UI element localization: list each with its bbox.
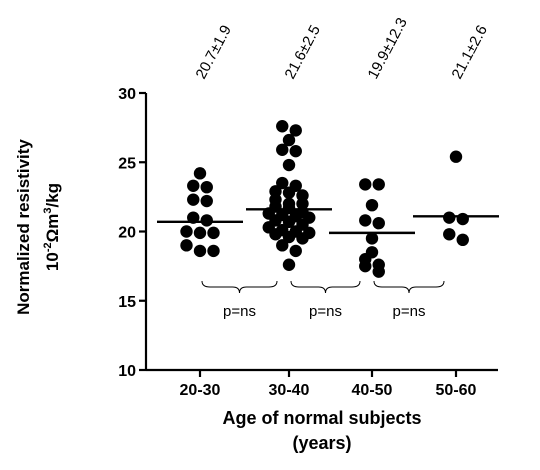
data-point [276, 239, 289, 252]
data-point [359, 259, 372, 273]
data-point [289, 244, 302, 258]
y-tick-label: 20 [118, 225, 136, 242]
unit-superscript: -2 [42, 242, 54, 252]
data-point [269, 228, 282, 241]
y-tick-label: 15 [118, 294, 136, 311]
data-point [193, 226, 207, 240]
data-point [443, 211, 456, 224]
data-point [282, 158, 296, 172]
data-point [289, 144, 302, 158]
y-axis-label: Normalized resistivity [14, 139, 33, 315]
mean-sd-annotation: 21.6±2.5 [282, 22, 324, 81]
x-axis-label-units: (years) [292, 433, 351, 453]
mean-sd-annotation: 19.9±12.3 [365, 15, 411, 82]
unit-text: 10 [43, 252, 62, 271]
x-tick-label: 30-40 [269, 382, 310, 399]
x-tick-label: 50-60 [436, 382, 477, 399]
data-point [456, 233, 469, 247]
p-value-label: p=ns [393, 303, 426, 320]
y-tick-label: 25 [118, 155, 136, 172]
data-point [187, 179, 200, 192]
data-point [276, 176, 289, 190]
data-point [180, 239, 193, 252]
data-point [276, 120, 289, 133]
unit-superscript: 3 [42, 207, 54, 213]
p-value-label: p=ns [309, 303, 342, 320]
comparison-brace [373, 280, 445, 294]
y-tick-label: 30 [118, 86, 136, 103]
data-point [282, 258, 296, 271]
data-point [372, 178, 385, 191]
data-point [289, 124, 302, 137]
data-point [372, 216, 385, 230]
y-tick-label: 10 [118, 363, 136, 380]
data-point [282, 186, 296, 199]
data-point [365, 232, 379, 245]
mean-sd-annotation: 20.7±1.9 [193, 22, 235, 81]
comparison-brace [290, 280, 361, 294]
x-tick-label: 40-50 [352, 382, 393, 399]
data-point [276, 143, 289, 156]
x-axis-label: Age of normal subjects [222, 408, 421, 428]
unit-text: Ωm [43, 214, 62, 243]
data-point [365, 198, 379, 212]
data-point [359, 214, 372, 227]
data-point [193, 244, 207, 258]
comparison-brace [201, 280, 278, 294]
data-point [193, 167, 207, 180]
data-point [207, 244, 220, 258]
y-axis-label-units: 10-2Ωm3/kg [42, 183, 62, 271]
x-tick-label: 20-30 [180, 382, 221, 399]
data-point [187, 193, 200, 206]
data-point [449, 150, 463, 163]
data-point [282, 215, 296, 229]
data-point [282, 133, 296, 147]
data-point [456, 212, 469, 226]
data-point [359, 178, 372, 191]
p-value-label: p=ns [223, 303, 256, 320]
data-point [200, 194, 213, 208]
data-point [207, 226, 220, 240]
mean-sd-annotation: 21.1±2.6 [449, 22, 491, 81]
unit-text: /kg [43, 183, 62, 208]
data-point [200, 214, 213, 227]
data-point [200, 180, 213, 194]
data-point [282, 230, 296, 244]
data-point [296, 232, 309, 245]
data-point [372, 265, 385, 278]
data-point [180, 225, 193, 238]
data-point [443, 228, 456, 241]
